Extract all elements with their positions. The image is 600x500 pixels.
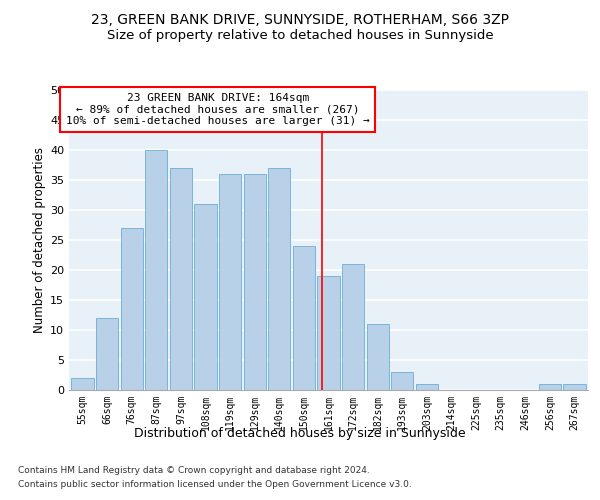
Bar	[219, 174, 241, 390]
Text: Contains HM Land Registry data © Crown copyright and database right 2024.: Contains HM Land Registry data © Crown c…	[18, 466, 370, 475]
Bar	[145, 150, 167, 390]
Bar	[391, 372, 413, 390]
Bar	[194, 204, 217, 390]
Bar	[268, 168, 290, 390]
Bar	[342, 264, 364, 390]
Text: Contains public sector information licensed under the Open Government Licence v3: Contains public sector information licen…	[18, 480, 412, 489]
Bar	[170, 168, 192, 390]
Bar	[121, 228, 143, 390]
Bar	[96, 318, 118, 390]
Text: 23, GREEN BANK DRIVE, SUNNYSIDE, ROTHERHAM, S66 3ZP: 23, GREEN BANK DRIVE, SUNNYSIDE, ROTHERH…	[91, 12, 509, 26]
Bar	[563, 384, 586, 390]
Bar	[367, 324, 389, 390]
Bar	[71, 378, 94, 390]
Bar	[539, 384, 561, 390]
Bar	[293, 246, 315, 390]
Bar	[244, 174, 266, 390]
Text: Size of property relative to detached houses in Sunnyside: Size of property relative to detached ho…	[107, 29, 493, 42]
Bar	[317, 276, 340, 390]
Bar	[416, 384, 438, 390]
Y-axis label: Number of detached properties: Number of detached properties	[33, 147, 46, 333]
Text: 23 GREEN BANK DRIVE: 164sqm
← 89% of detached houses are smaller (267)
10% of se: 23 GREEN BANK DRIVE: 164sqm ← 89% of det…	[66, 93, 370, 126]
Text: Distribution of detached houses by size in Sunnyside: Distribution of detached houses by size …	[134, 428, 466, 440]
